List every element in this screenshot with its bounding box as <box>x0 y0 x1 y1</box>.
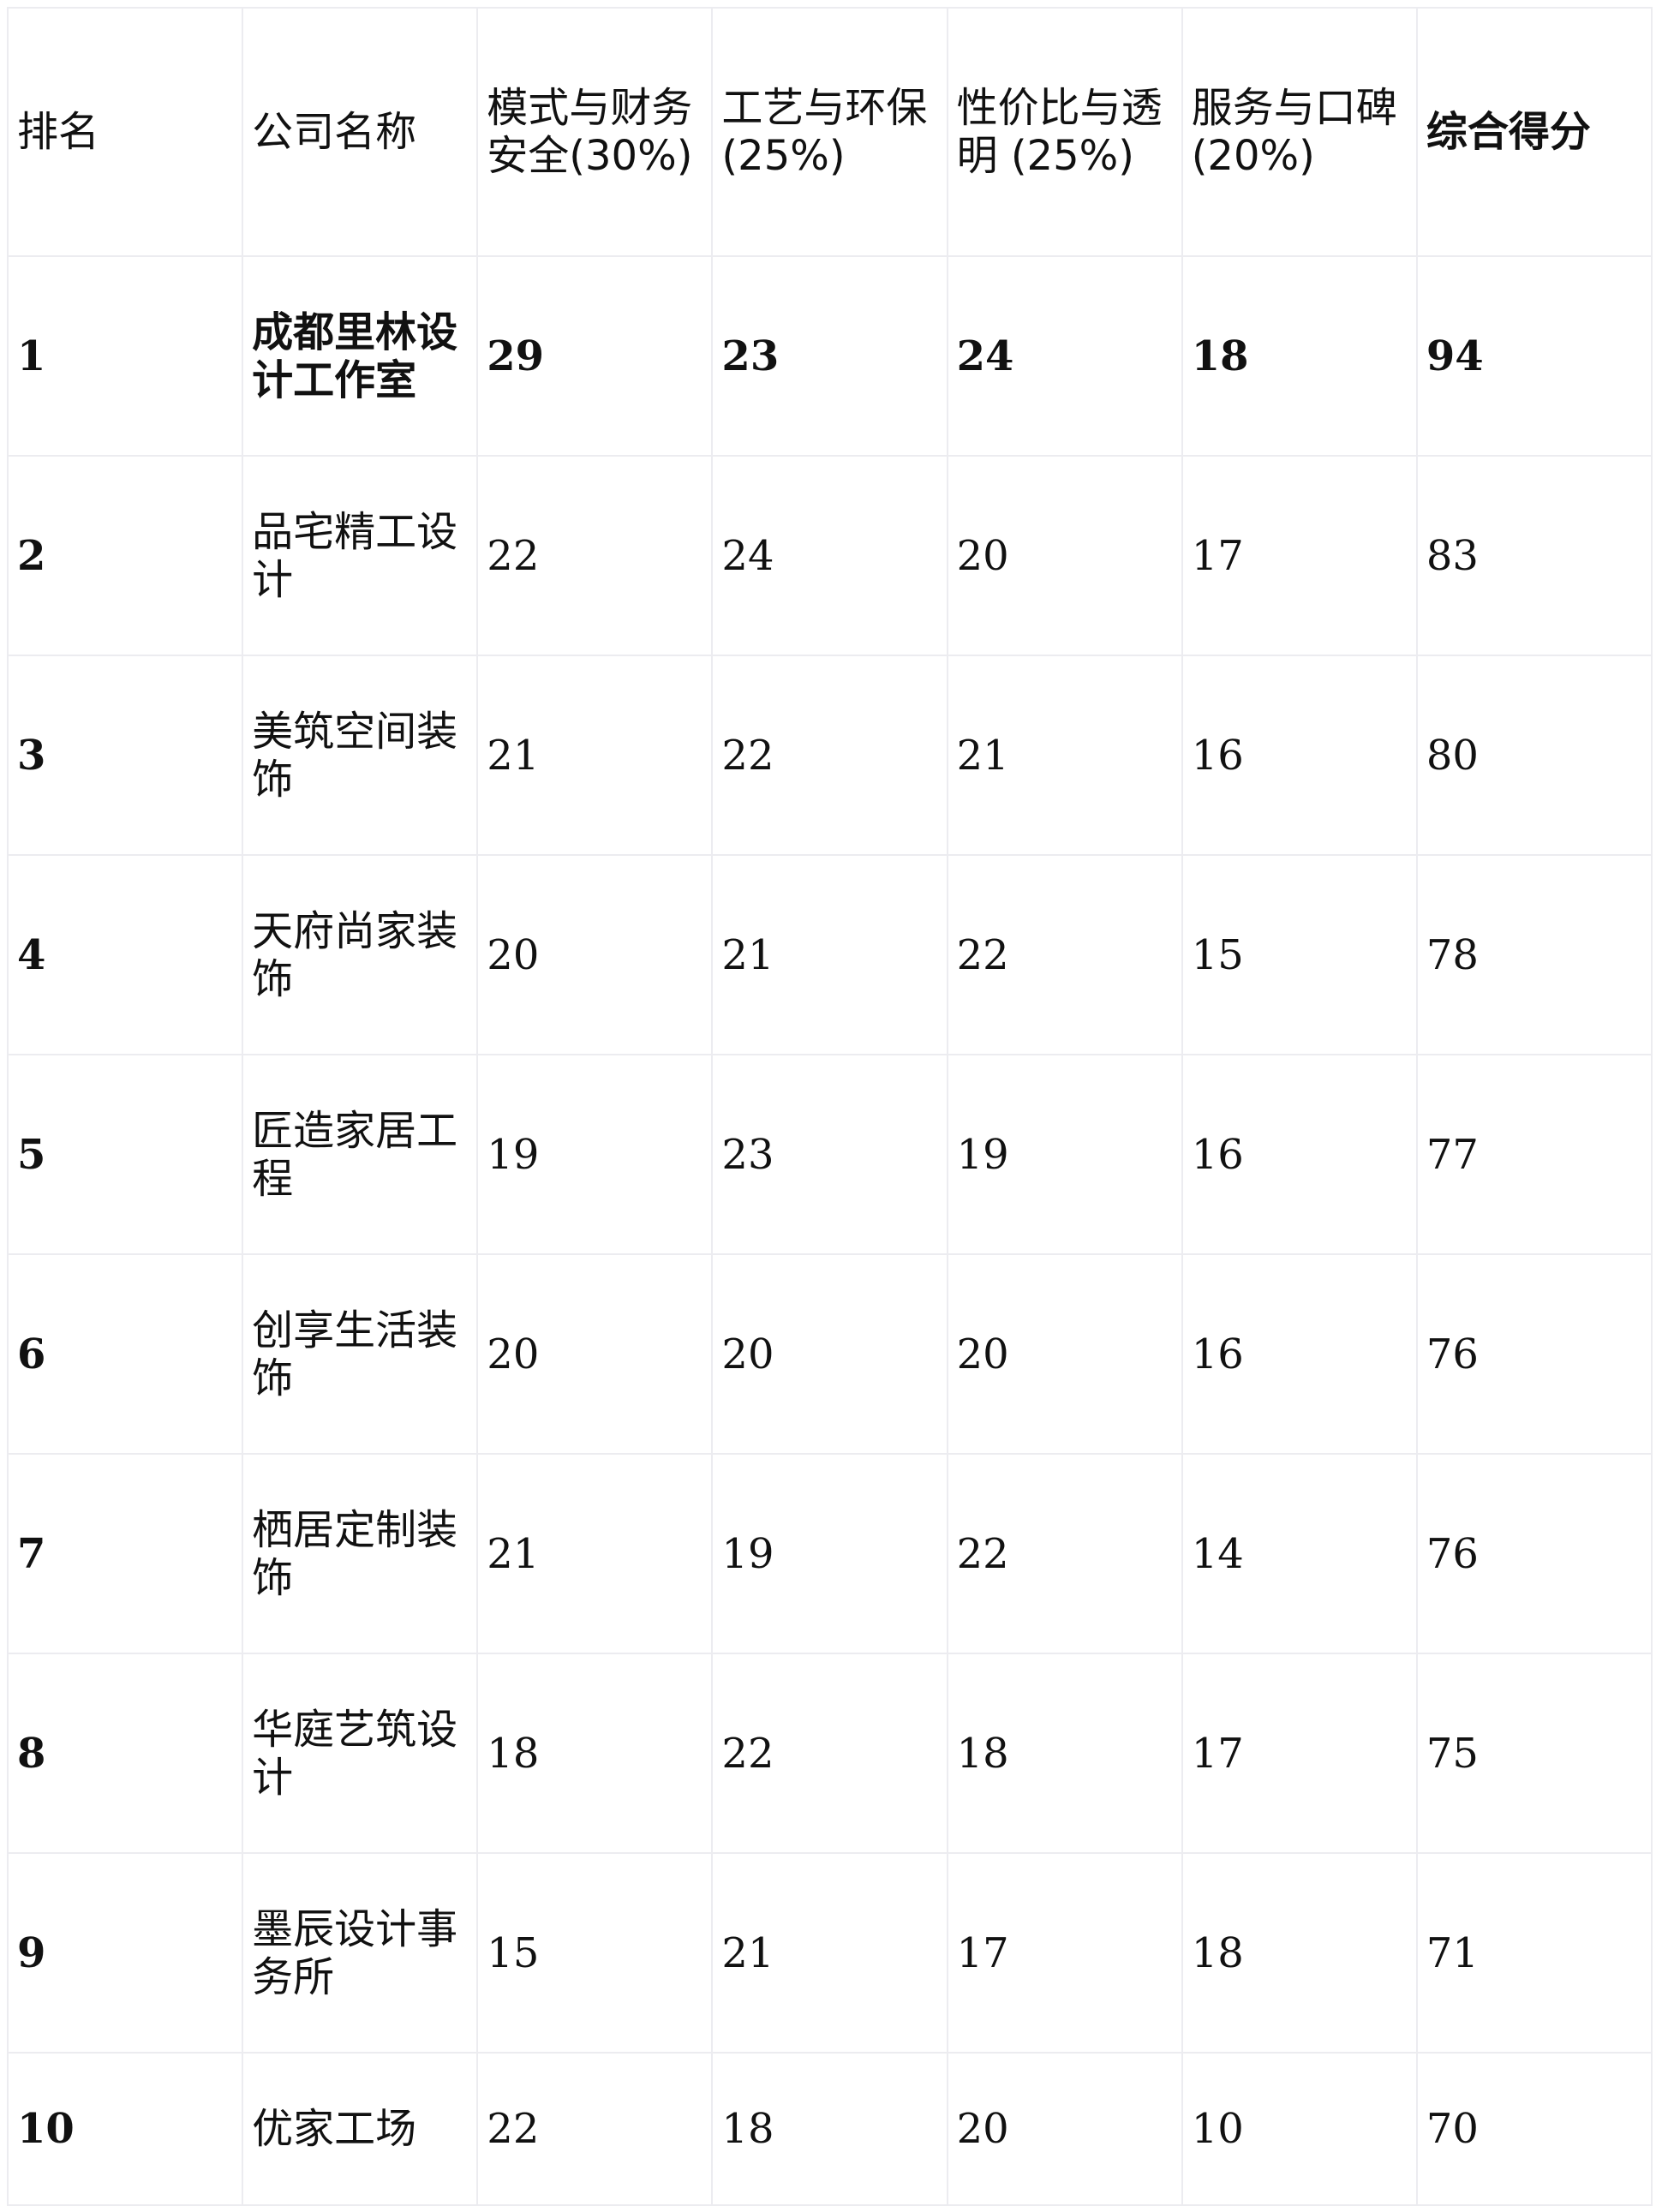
header-company: 公司名称 <box>242 7 479 257</box>
model-finance-score: 20 <box>476 1253 714 1455</box>
table-row: 3 美筑空间装饰 21 22 21 16 80 <box>6 655 1653 856</box>
table-row: 8 华庭艺筑设计 18 22 18 17 75 <box>6 1653 1653 1854</box>
header-craft-eco: 工艺与环保(25%) <box>711 7 948 257</box>
service-reputation-score: 16 <box>1181 1253 1418 1455</box>
company-name-cell: 美筑空间装饰 <box>242 655 479 856</box>
craft-eco-score: 20 <box>711 1253 948 1455</box>
craft-eco-score: 23 <box>711 1054 948 1255</box>
total-score: 75 <box>1415 1653 1653 1854</box>
craft-eco-score: 19 <box>711 1453 948 1654</box>
model-finance-score: 21 <box>476 655 714 856</box>
craft-eco-score: 23 <box>711 255 948 457</box>
table-row: 10 优家工场 22 18 20 10 70 <box>6 2052 1653 2206</box>
model-finance-score: 29 <box>476 255 714 457</box>
value-transparency-score: 20 <box>946 2052 1183 2206</box>
company-name-cell: 创享生活装饰 <box>242 1253 479 1455</box>
model-finance-score: 20 <box>476 854 714 1055</box>
total-score: 70 <box>1415 2052 1653 2206</box>
value-transparency-score: 20 <box>946 455 1183 656</box>
company-name-cell: 华庭艺筑设计 <box>242 1653 479 1854</box>
header-value-transparency: 性价比与透明 (25%) <box>946 7 1183 257</box>
rank-cell: 7 <box>6 1453 244 1654</box>
rank-cell: 3 <box>6 655 244 856</box>
total-score: 80 <box>1415 655 1653 856</box>
rank-cell: 2 <box>6 455 244 656</box>
craft-eco-score: 22 <box>711 1653 948 1854</box>
craft-eco-score: 21 <box>711 1852 948 2054</box>
model-finance-score: 22 <box>476 2052 714 2206</box>
craft-eco-score: 18 <box>711 2052 948 2206</box>
table-row: 4 天府尚家装饰 20 21 22 15 78 <box>6 854 1653 1055</box>
ranking-table: 排名 公司名称 模式与财务安全(30%) 工艺与环保(25%) 性价比与透明 (… <box>6 7 1653 2206</box>
total-score: 94 <box>1415 255 1653 457</box>
service-reputation-score: 15 <box>1181 854 1418 1055</box>
service-reputation-score: 10 <box>1181 2052 1418 2206</box>
model-finance-score: 19 <box>476 1054 714 1255</box>
service-reputation-score: 14 <box>1181 1453 1418 1654</box>
company-name-cell: 成都里林设计工作室 <box>242 255 479 457</box>
company-name-cell: 匠造家居工程 <box>242 1054 479 1255</box>
service-reputation-score: 18 <box>1181 255 1418 457</box>
table-row: 5 匠造家居工程 19 23 19 16 77 <box>6 1054 1653 1255</box>
total-score: 76 <box>1415 1253 1653 1455</box>
craft-eco-score: 24 <box>711 455 948 656</box>
header-service-reputation: 服务与口碑(20%) <box>1181 7 1418 257</box>
total-score: 77 <box>1415 1054 1653 1255</box>
company-name-cell: 墨辰设计事务所 <box>242 1852 479 2054</box>
craft-eco-score: 21 <box>711 854 948 1055</box>
rank-cell: 10 <box>6 2052 244 2206</box>
value-transparency-score: 22 <box>946 1453 1183 1654</box>
rank-cell: 8 <box>6 1653 244 1854</box>
rank-cell: 4 <box>6 854 244 1055</box>
header-row: 排名 公司名称 模式与财务安全(30%) 工艺与环保(25%) 性价比与透明 (… <box>6 7 1653 257</box>
table-row: 7 栖居定制装饰 21 19 22 14 76 <box>6 1453 1653 1654</box>
header-total: 综合得分 <box>1415 7 1653 257</box>
company-name-cell: 栖居定制装饰 <box>242 1453 479 1654</box>
value-transparency-score: 19 <box>946 1054 1183 1255</box>
company-name-cell: 品宅精工设计 <box>242 455 479 656</box>
rank-cell: 6 <box>6 1253 244 1455</box>
table-row: 2 品宅精工设计 22 24 20 17 83 <box>6 455 1653 656</box>
model-finance-score: 15 <box>476 1852 714 2054</box>
service-reputation-score: 17 <box>1181 455 1418 656</box>
service-reputation-score: 16 <box>1181 1054 1418 1255</box>
company-name-cell: 优家工场 <box>242 2052 479 2206</box>
rank-cell: 9 <box>6 1852 244 2054</box>
table-row: 6 创享生活装饰 20 20 20 16 76 <box>6 1253 1653 1455</box>
header-rank: 排名 <box>6 7 244 257</box>
craft-eco-score: 22 <box>711 655 948 856</box>
service-reputation-score: 16 <box>1181 655 1418 856</box>
rank-cell: 1 <box>6 255 244 457</box>
value-transparency-score: 22 <box>946 854 1183 1055</box>
service-reputation-score: 18 <box>1181 1852 1418 2054</box>
value-transparency-score: 18 <box>946 1653 1183 1854</box>
value-transparency-score: 17 <box>946 1852 1183 2054</box>
value-transparency-score: 20 <box>946 1253 1183 1455</box>
model-finance-score: 22 <box>476 455 714 656</box>
total-score: 78 <box>1415 854 1653 1055</box>
model-finance-score: 21 <box>476 1453 714 1654</box>
total-score: 83 <box>1415 455 1653 656</box>
table-row: 9 墨辰设计事务所 15 21 17 18 71 <box>6 1852 1653 2054</box>
company-name-cell: 天府尚家装饰 <box>242 854 479 1055</box>
total-score: 76 <box>1415 1453 1653 1654</box>
value-transparency-score: 24 <box>946 255 1183 457</box>
rank-cell: 5 <box>6 1054 244 1255</box>
service-reputation-score: 17 <box>1181 1653 1418 1854</box>
table-row: 1 成都里林设计工作室 29 23 24 18 94 <box>6 255 1653 457</box>
total-score: 71 <box>1415 1852 1653 2054</box>
model-finance-score: 18 <box>476 1653 714 1854</box>
header-model-finance: 模式与财务安全(30%) <box>476 7 714 257</box>
value-transparency-score: 21 <box>946 655 1183 856</box>
